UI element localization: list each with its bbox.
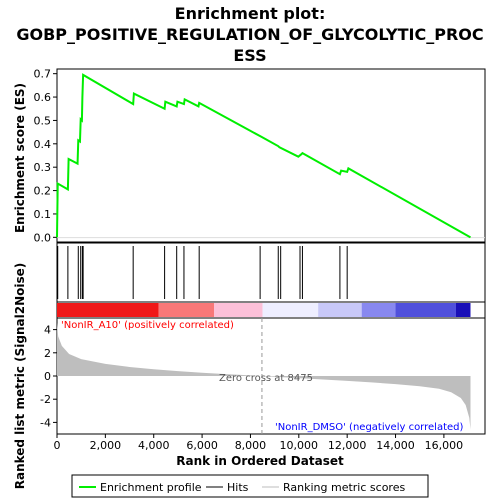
rank-x-tick-label: 14,000 (376, 439, 415, 452)
rank-y-axis: 4 2 0 -2 -4 (40, 324, 57, 429)
chart-title-line-2: GOBP_POSITIVE_REGULATION_OF_GLYCOLYTIC_P… (16, 25, 483, 44)
hits-panel-frame (56, 242, 486, 303)
colorbar-segment (455, 303, 471, 317)
colorbar-segment (318, 303, 362, 317)
legend-label-hits: Hits (227, 481, 249, 494)
legend-label-enrichment-profile: Enrichment profile (100, 481, 202, 494)
chart-title-line-1: Enrichment plot: (175, 4, 326, 23)
colorbar-segment (214, 303, 263, 317)
colorbar-segment (262, 303, 319, 317)
legend: Enrichment profile Hits Ranking metric s… (71, 474, 429, 498)
rank-x-tick-label: 12,000 (328, 439, 367, 452)
colorbar-segment (361, 303, 396, 317)
es-y-tick-label: 0.3 (34, 161, 52, 174)
ranking-metric-area (57, 322, 471, 430)
es-y-axis: 0.0 0.1 0.2 0.3 0.4 0.5 0.6 0.7 (34, 68, 57, 244)
rank-x-axis-title: Rank in Ordered Dataset (176, 454, 344, 468)
colorbar-segment (158, 303, 215, 317)
es-y-tick-label: 0.2 (34, 185, 52, 198)
rank-x-tick-label: 8,000 (235, 439, 267, 452)
rank-y-tick-label: 0 (44, 370, 51, 383)
es-y-tick-label: 0.1 (34, 208, 52, 221)
es-y-tick-label: 0.7 (34, 68, 52, 81)
rank-y-tick-label: -2 (40, 393, 51, 406)
rank-y-tick-label: 2 (44, 347, 51, 360)
rank-y-tick-label: 4 (44, 324, 51, 337)
legend-label-ranking-metric: Ranking metric scores (283, 481, 405, 494)
es-y-tick-label: 0.6 (34, 91, 52, 104)
es-y-tick-label: 0.0 (34, 231, 52, 244)
es-panel-frame (56, 68, 486, 243)
rank-x-tick-label: 0 (54, 439, 61, 452)
zero-cross-label: Zero cross at 8475 (219, 373, 313, 384)
legend-box (71, 474, 429, 498)
rank-x-tick-label: 6,000 (186, 439, 218, 452)
rank-y-axis-title: Ranked list metric (Signal2Noise) (13, 263, 27, 490)
hits-group (57, 246, 348, 299)
es-y-tick-label: 0.5 (34, 114, 52, 127)
chart-title-line-3: ESS (233, 46, 266, 65)
rank-x-tick-label: 10,000 (280, 439, 319, 452)
es-y-tick-label: 0.4 (34, 138, 52, 151)
enrichment-profile-line (56, 73, 471, 239)
colorbar-segment (395, 303, 456, 317)
colorbar-segment (57, 303, 159, 317)
negative-correlation-label: 'NonIR_DMSO' (negatively correlated) (275, 422, 463, 433)
rank-x-tick-label: 2,000 (90, 439, 122, 452)
rank-x-axis: 0 2,000 4,000 6,000 8,000 10,000 12,000 14,000 1… (54, 434, 464, 452)
rank-x-tick-label: 16,000 (425, 439, 464, 452)
rank-y-tick-label: -4 (40, 416, 51, 429)
colorbar (57, 303, 471, 317)
rank-x-tick-label: 4,000 (138, 439, 170, 452)
es-y-axis-title: Enrichment score (ES) (13, 83, 27, 233)
positive-correlation-label: 'NonIR_A10' (positively correlated) (61, 320, 234, 331)
